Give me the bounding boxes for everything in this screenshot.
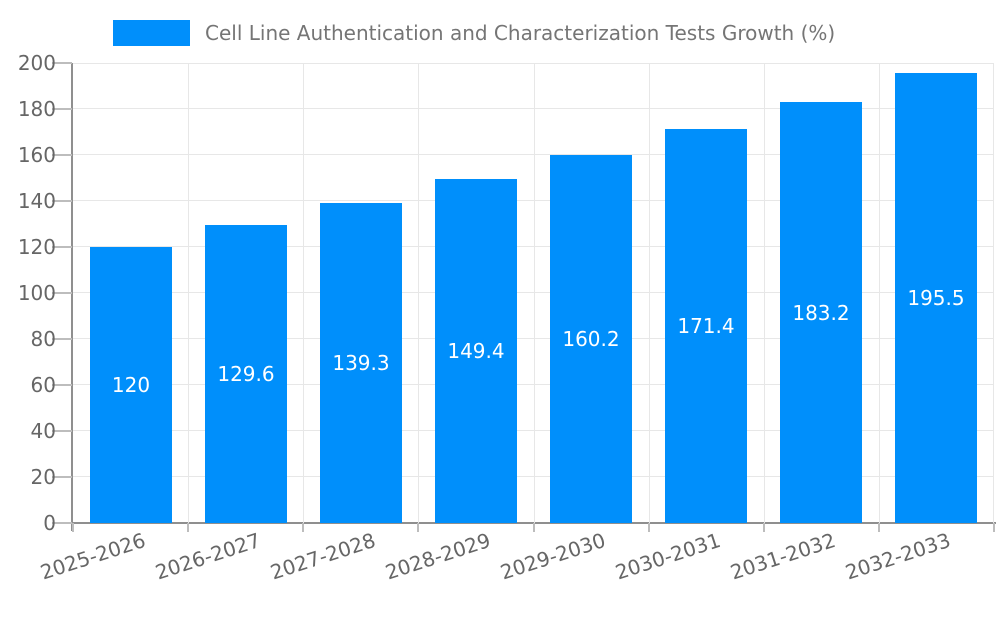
x-tick-mark (187, 523, 189, 532)
x-tick-mark (533, 523, 535, 532)
plot-area: 120 129.6 139.3 149.4 160.2 171.4 183.2 195.5 (73, 63, 994, 523)
y-tick-mark (52, 154, 72, 156)
v-gridline (879, 63, 880, 523)
bar-value-label: 195.5 (907, 286, 965, 310)
x-tick-mark (72, 523, 74, 532)
h-gridline (73, 338, 994, 339)
bar[interactable] (550, 155, 632, 523)
y-tick-label: 120 (17, 235, 56, 259)
x-tick-mark (878, 523, 880, 532)
y-tick-label: 80 (30, 327, 56, 351)
y-tick-mark (52, 476, 72, 478)
y-tick-mark (52, 338, 72, 340)
y-tick-mark (52, 200, 72, 202)
legend-label: Cell Line Authentication and Characteriz… (205, 21, 836, 45)
x-tick-mark (993, 523, 995, 532)
bar-value-label: 129.6 (217, 362, 275, 386)
bar-value-label: 120 (111, 373, 151, 397)
h-gridline (73, 200, 994, 201)
y-tick-mark (52, 522, 72, 524)
bar-value-label: 139.3 (332, 351, 390, 375)
h-gridline (73, 63, 994, 64)
x-tick-mark (763, 523, 765, 532)
x-tick-mark (302, 523, 304, 532)
y-tick-label: 180 (17, 97, 56, 121)
bar[interactable] (90, 247, 172, 523)
y-axis-line (71, 63, 73, 531)
h-gridline (73, 108, 994, 109)
chart-legend[interactable]: Cell Line Authentication and Characteriz… (113, 20, 835, 46)
v-gridline (993, 63, 994, 523)
y-tick-mark (52, 292, 72, 294)
v-gridline (188, 63, 189, 523)
y-tick-label: 20 (30, 465, 56, 489)
bar[interactable] (320, 203, 402, 523)
bar[interactable] (895, 73, 977, 523)
bar-value-label: 171.4 (677, 314, 735, 338)
y-tick-label: 160 (17, 143, 56, 167)
y-tick-label: 100 (17, 281, 56, 305)
h-gridline (73, 384, 994, 385)
v-gridline (418, 63, 419, 523)
bar[interactable] (435, 179, 517, 523)
y-tick-label: 200 (17, 51, 56, 75)
y-tick-label: 140 (17, 189, 56, 213)
v-gridline (303, 63, 304, 523)
y-tick-label: 40 (30, 419, 56, 443)
x-tick-label: 2032-2033 (842, 528, 954, 585)
h-gridline (73, 292, 994, 293)
v-gridline (649, 63, 650, 523)
bar[interactable] (780, 102, 862, 523)
y-tick-mark (52, 246, 72, 248)
y-tick-label: 0 (43, 511, 56, 535)
legend-swatch (113, 20, 190, 46)
h-gridline (73, 430, 994, 431)
v-gridline (534, 63, 535, 523)
h-gridline (73, 154, 994, 155)
v-gridline (764, 63, 765, 523)
bar[interactable] (665, 129, 747, 523)
bar-value-label: 149.4 (447, 339, 505, 363)
x-tick-mark (648, 523, 650, 532)
x-tick-mark (417, 523, 419, 532)
y-tick-label: 60 (30, 373, 56, 397)
y-tick-mark (52, 62, 72, 64)
h-gridline (73, 476, 994, 477)
y-tick-mark (52, 384, 72, 386)
y-tick-mark (52, 108, 72, 110)
y-tick-mark (52, 430, 72, 432)
h-gridline (73, 246, 994, 247)
bar[interactable] (205, 225, 287, 523)
bar-value-label: 160.2 (562, 327, 620, 351)
bar-value-label: 183.2 (792, 301, 850, 325)
